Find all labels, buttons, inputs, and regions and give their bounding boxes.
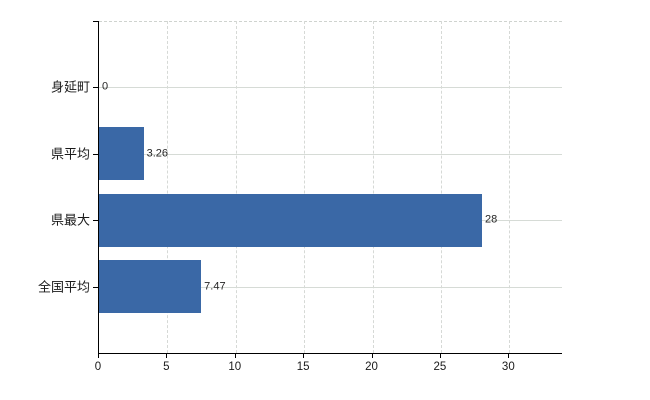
category-label: 県最大 [50, 212, 90, 228]
gridline-vertical [167, 21, 169, 353]
gridline-vertical [304, 21, 306, 353]
y-axis-tick [93, 286, 98, 288]
y-axis-tick [93, 153, 98, 155]
gridline-horizontal [99, 286, 562, 288]
y-axis-tick [93, 87, 98, 89]
x-tick-label: 30 [501, 361, 515, 373]
gridline-vertical [440, 21, 442, 353]
x-axis-tick [303, 354, 305, 358]
gridline-vertical [235, 21, 237, 353]
value-label: 0 [102, 80, 109, 93]
x-axis-tick [439, 354, 441, 358]
x-tick-label: 15 [296, 361, 310, 373]
category-label: 県平均 [50, 146, 90, 162]
x-axis-tick [234, 354, 236, 358]
x-axis-tick [371, 354, 373, 358]
plot-area: 0 3.26 28 7.47 [98, 21, 562, 354]
x-tick-label: 5 [163, 361, 170, 373]
x-axis-tick [98, 354, 99, 358]
value-label: 7.47 [204, 280, 226, 293]
category-label: 身延町 [50, 79, 90, 95]
value-label: 28 [484, 213, 498, 226]
bar [99, 127, 144, 181]
gridline-horizontal [99, 153, 562, 155]
gridline-vertical [372, 21, 374, 353]
x-tick-label: 0 [94, 361, 102, 373]
gridline-top [99, 21, 562, 22]
x-axis-tick [166, 354, 168, 358]
bar [99, 193, 482, 247]
bar [99, 260, 202, 314]
gridline-vertical [509, 21, 511, 353]
y-axis-tick [93, 220, 98, 222]
category-label: 全国平均 [37, 279, 90, 295]
gridline-horizontal [99, 87, 562, 89]
x-axis-tick [508, 354, 510, 358]
value-label: 3.26 [146, 147, 168, 160]
x-tick-label: 25 [433, 361, 447, 373]
x-tick-label: 10 [228, 361, 242, 373]
x-tick-label: 20 [365, 361, 378, 373]
y-axis-tick [93, 21, 98, 22]
